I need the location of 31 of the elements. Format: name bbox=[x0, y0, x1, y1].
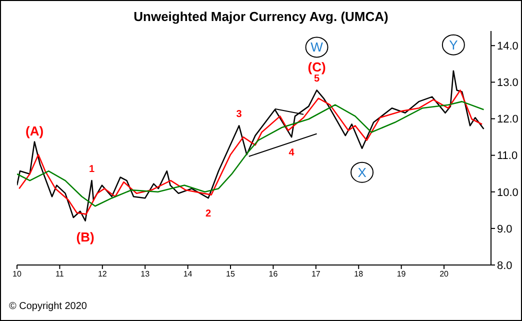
x-tick-label: 16 bbox=[268, 270, 278, 279]
annotation: 5 bbox=[314, 74, 320, 85]
x-tick-label: 17 bbox=[311, 270, 321, 279]
y-tick-label: 14.0 bbox=[497, 40, 518, 53]
x-tick-label: 12 bbox=[98, 270, 108, 279]
y-tick-label: 10.0 bbox=[497, 186, 518, 199]
y-tick-label: 12.0 bbox=[497, 114, 518, 126]
y-tick-label: 9.0 bbox=[497, 223, 512, 236]
x-tick-label: 13 bbox=[140, 270, 150, 279]
annotation: (A) bbox=[25, 123, 44, 138]
y-tick-label: 8.0 bbox=[497, 260, 512, 272]
y-tick-label: 13.0 bbox=[497, 77, 518, 90]
x-tick-label: 14 bbox=[183, 270, 193, 279]
x-tick-label: 18 bbox=[354, 270, 364, 279]
annotation: (B) bbox=[76, 229, 94, 244]
x-tick-label: 10 bbox=[12, 270, 22, 279]
x-tick-label: 19 bbox=[396, 270, 406, 279]
annotation: 2 bbox=[206, 208, 212, 220]
annotation: 4 bbox=[288, 148, 295, 159]
x-tick-label: 15 bbox=[226, 270, 236, 279]
y-tick-label: 11.0 bbox=[497, 150, 518, 162]
annotation: 3 bbox=[236, 109, 242, 120]
annotation: W bbox=[310, 40, 324, 55]
chart-title: Unweighted Major Currency Avg. (UMCA) bbox=[132, 9, 390, 24]
annotation: X bbox=[358, 164, 367, 180]
x-tick-label: 11 bbox=[56, 270, 64, 279]
x-tick-label: 20 bbox=[440, 270, 450, 279]
annotation: (C) bbox=[308, 60, 326, 75]
annotation: 1 bbox=[88, 164, 95, 176]
text: © Copyright 2020 bbox=[9, 301, 87, 312]
annotation: Y bbox=[449, 37, 458, 52]
